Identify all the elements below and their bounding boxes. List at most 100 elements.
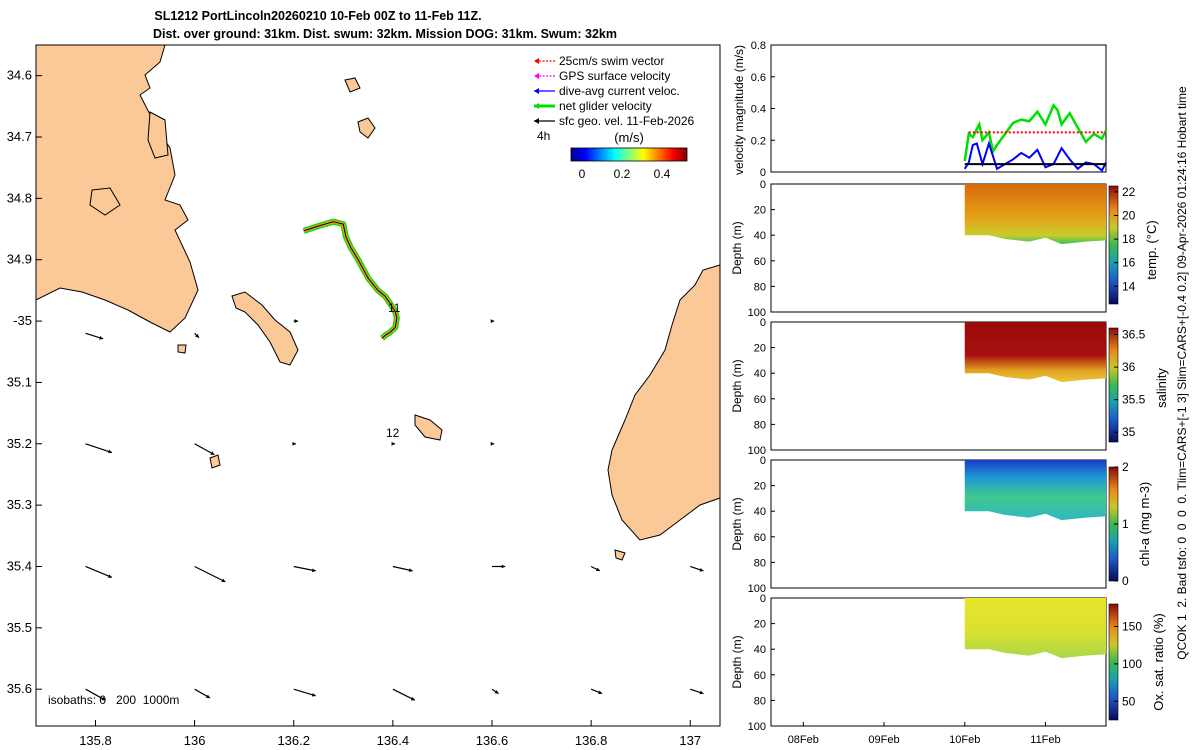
current-vector-head bbox=[195, 333, 200, 338]
side-annotation: QCOK 1 2. Bad tsfo: 0 0 0 0. Tlim=CARS+[… bbox=[1175, 86, 1189, 660]
time-tick-label: 08Feb bbox=[788, 734, 819, 746]
current-vector-head bbox=[598, 690, 603, 695]
track-label-12: 12 bbox=[386, 426, 400, 440]
land-boston-island-area bbox=[147, 111, 169, 159]
vel-ytick-label: 0 bbox=[760, 167, 766, 179]
current-vector bbox=[194, 565, 226, 583]
depth-tick-label: 60 bbox=[754, 394, 766, 406]
depth-tick-label: 40 bbox=[754, 506, 766, 518]
cbar-tick-label: 35 bbox=[1122, 425, 1136, 439]
colorbar-prefix: 4h bbox=[537, 129, 550, 143]
current-vector-head bbox=[501, 564, 506, 569]
vel-ytick-label: 0.6 bbox=[751, 72, 766, 84]
land-small-island-6 bbox=[614, 549, 626, 561]
profile-section bbox=[964, 460, 1106, 521]
map-xtick-label: 136 bbox=[184, 733, 206, 748]
depth-tick-label: 0 bbox=[760, 317, 766, 329]
legend-gps-velocity: GPS surface velocity bbox=[559, 69, 670, 83]
depth-tick-label: 60 bbox=[754, 256, 766, 268]
salinity-cbar-label: salinity bbox=[1154, 368, 1169, 408]
map-ytick-label: 34.6 bbox=[7, 68, 32, 83]
legend-arrowhead bbox=[534, 118, 539, 124]
depth-tick-label: 20 bbox=[754, 481, 766, 493]
map-dynamic-layer: 135.8 136 136.2 136.4 136.6 136.8 137 34.6 34.7 3… bbox=[7, 58, 704, 748]
current-vector bbox=[293, 688, 316, 697]
chl-panel-frame bbox=[770, 459, 1107, 589]
cbar-tick-label: 36.5 bbox=[1122, 328, 1146, 342]
title-line2: Dist. over ground: 31km. Dist. swum: 32k… bbox=[153, 27, 617, 41]
temp-cbar-label: temp. (°C) bbox=[1144, 220, 1159, 279]
salinity-panel-frame bbox=[770, 321, 1107, 451]
cbar-tick-label: 36 bbox=[1122, 360, 1136, 374]
depth-tick-label: 80 bbox=[754, 695, 766, 707]
depth-tick-label: 60 bbox=[754, 532, 766, 544]
current-vector-head bbox=[206, 694, 211, 698]
temp-ylabel: Depth (m) bbox=[730, 221, 744, 274]
current-vector-head bbox=[311, 568, 316, 573]
map-legend: 25cm/s swim vector GPS surface velocity … bbox=[48, 54, 695, 707]
map-ytick-label: 35.6 bbox=[7, 681, 32, 696]
map-ytick-label: 35.3 bbox=[7, 497, 32, 512]
oxygen-cbar-label: Ox. sat. ratio (%) bbox=[1151, 613, 1166, 711]
map-xtick-label: 136.4 bbox=[377, 733, 410, 748]
depth-tick-label: 20 bbox=[754, 619, 766, 631]
map-ytick-label: 35.2 bbox=[7, 436, 32, 451]
vel-ytick-label: 0.2 bbox=[751, 135, 766, 147]
legend-arrowhead bbox=[534, 73, 539, 79]
glider-track-line bbox=[303, 221, 398, 339]
current-vector-head bbox=[699, 567, 704, 572]
legend-swim-vector: 25cm/s swim vector bbox=[559, 54, 664, 68]
cbar-tick-label: 50 bbox=[1122, 694, 1136, 708]
current-vector bbox=[293, 565, 316, 572]
current-vector bbox=[392, 688, 416, 701]
cbar-tick-label: 14 bbox=[1122, 279, 1136, 293]
oxygen-ylabel: Depth (m) bbox=[730, 635, 744, 688]
depth-tick-label: 20 bbox=[754, 343, 766, 355]
land-small-island-1 bbox=[414, 414, 443, 441]
track-label-11: 11 bbox=[388, 301, 401, 315]
isobaths-label: isobaths: 0 200 1000m bbox=[48, 693, 179, 707]
profile-section bbox=[964, 598, 1106, 659]
current-vector-head bbox=[595, 567, 600, 572]
current-vector-head bbox=[494, 690, 499, 694]
current-vector-head bbox=[107, 574, 112, 578]
depth-tick-label: 60 bbox=[754, 670, 766, 682]
panels-dynamic-layer: 00.20.40.60.8020406080100141618202202040… bbox=[748, 40, 1146, 746]
legend-net-velocity: net glider velocity bbox=[559, 99, 652, 113]
land-small-island-4 bbox=[209, 454, 221, 469]
colorbar-unit: (m/s) bbox=[614, 130, 644, 145]
map-xtick-label: 136.6 bbox=[476, 733, 509, 748]
map-ytick-label: 35.1 bbox=[7, 374, 32, 389]
legend-arrowhead bbox=[534, 103, 539, 109]
current-vector-head bbox=[391, 441, 396, 446]
current-vector-head bbox=[490, 441, 495, 446]
land-yorke-peninsula bbox=[607, 264, 721, 541]
depth-tick-label: 40 bbox=[754, 368, 766, 380]
legend-dive-current: dive-avg current veloc. bbox=[559, 84, 680, 98]
depth-tick-label: 0 bbox=[760, 455, 766, 467]
colorbar-tick-1: 0.2 bbox=[614, 167, 631, 181]
oxygen-panel-frame bbox=[770, 597, 1107, 727]
cbar-tick-label: 100 bbox=[1122, 657, 1142, 671]
velocity-series-line bbox=[963, 140, 1107, 172]
depth-tick-label: 80 bbox=[754, 281, 766, 293]
current-vector bbox=[85, 443, 113, 454]
land-small-island-2 bbox=[357, 117, 376, 139]
cbar-tick-label: 2 bbox=[1122, 460, 1129, 474]
map-ytick-label: 35.4 bbox=[7, 558, 32, 573]
salinity-colorbar bbox=[1108, 327, 1119, 443]
cbar-tick-label: 35.5 bbox=[1122, 393, 1146, 407]
current-vector-head bbox=[210, 451, 215, 455]
velocity-ylabel: velocity magnitude (m/s) bbox=[732, 45, 746, 175]
legend-arrowhead bbox=[534, 58, 539, 64]
current-vector-head bbox=[292, 441, 296, 446]
chl-cbar-label: chl-a (mg m-3) bbox=[1137, 482, 1152, 567]
map-ytick-label: 34.9 bbox=[7, 252, 32, 267]
depth-tick-label: 100 bbox=[748, 445, 766, 457]
current-vector-head bbox=[108, 449, 112, 454]
map-panel bbox=[35, 44, 721, 727]
time-tick-label: 10Feb bbox=[949, 734, 980, 746]
current-vector-head bbox=[699, 690, 704, 695]
current-vector-head bbox=[408, 568, 413, 572]
current-vector-head bbox=[311, 692, 316, 697]
